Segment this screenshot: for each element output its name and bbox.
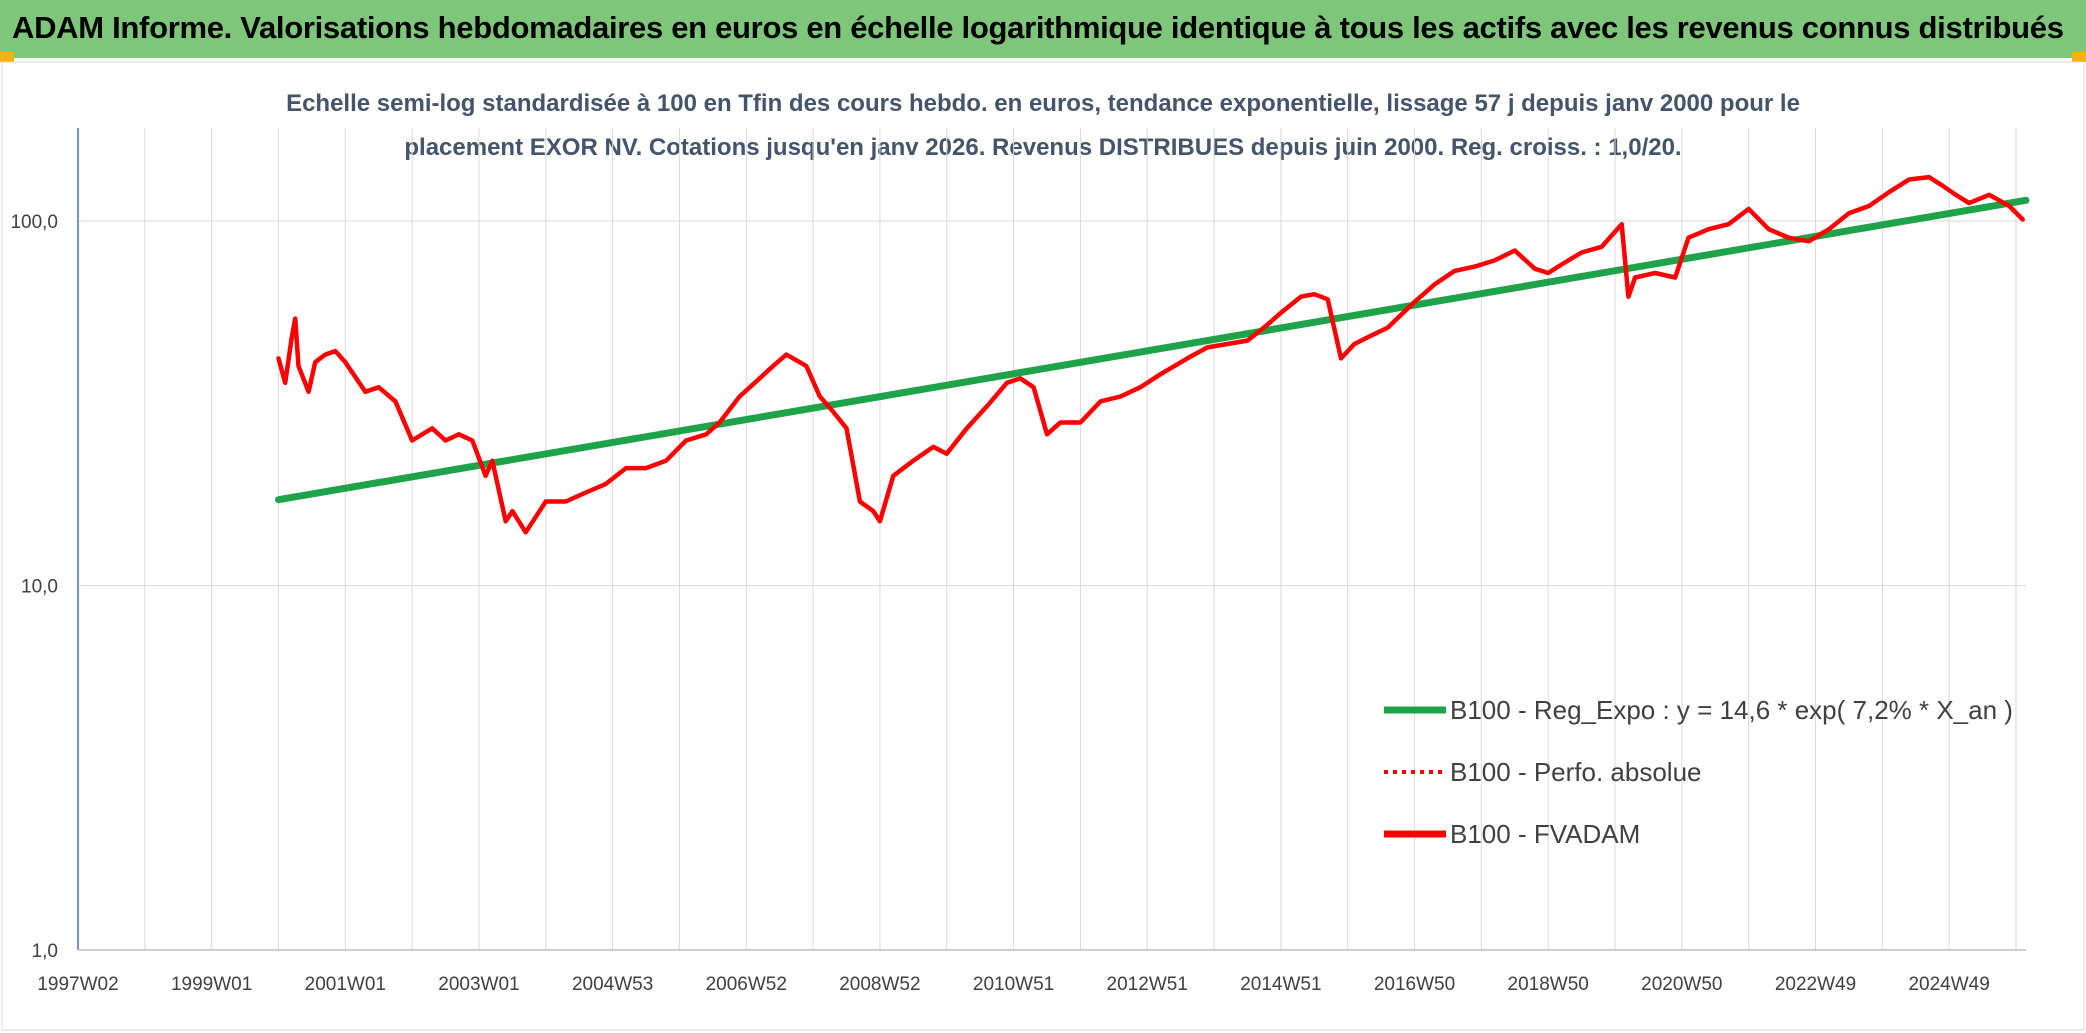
x-axis-labels: 1997W02 1999W01 2001W01 2003W01 2004W53 2006W… — [37, 974, 1989, 995]
x-tick-label: 2001W01 — [305, 974, 386, 995]
axes — [77, 128, 2026, 951]
legend: B100 - Reg_Expo : y = 14,6 * exp( 7,2% *… — [1384, 695, 2013, 849]
x-tick-label: 1999W01 — [171, 974, 252, 995]
x-tick-label: 2008W52 — [839, 974, 920, 995]
series-layer — [275, 174, 2030, 535]
report-title: ADAM Informe. Valorisations hebdomadaire… — [12, 10, 2064, 45]
x-tick-label: 2016W50 — [1374, 974, 1455, 995]
chart-title-line-1: Echelle semi-log standardisée à 100 en T… — [286, 90, 1800, 117]
x-tick-label: 2012W51 — [1107, 974, 1188, 995]
legend-label: B100 - Reg_Expo : y = 14,6 * exp( 7,2% *… — [1450, 695, 2013, 725]
x-tick-label: 2004W53 — [572, 974, 653, 995]
x-tick-label: 2003W01 — [438, 974, 519, 995]
chart-frame — [1, 61, 2085, 1031]
x-tick-label: 2006W52 — [706, 974, 787, 995]
fvadam-line — [276, 174, 2025, 535]
x-tick-label: 2020W50 — [1641, 974, 1722, 995]
x-tick-label: 2018W50 — [1508, 974, 1589, 995]
x-tick-label: 2024W49 — [1908, 974, 1989, 995]
header-banner: ADAM Informe. Valorisations hebdomadaire… — [0, 0, 2086, 58]
corner-marker-left — [0, 52, 14, 62]
y-tick-label: 1,0 — [32, 941, 58, 962]
legend-label: B100 - FVADAM — [1450, 819, 1640, 849]
x-tick-label: 1997W02 — [37, 974, 118, 995]
corner-marker-right — [2072, 52, 2086, 62]
y-tick-label: 100,0 — [10, 212, 58, 233]
horizontal-gridlines — [78, 220, 2026, 951]
y-axis-labels: 1,0 10,0 100,0 — [10, 212, 58, 962]
x-tick-label: 2010W51 — [973, 974, 1054, 995]
legend-label: B100 - Perfo. absolue — [1450, 757, 1702, 787]
x-tick-label: 2022W49 — [1775, 974, 1856, 995]
regression-line — [275, 196, 2030, 504]
x-tick-label: 2014W51 — [1240, 974, 1321, 995]
y-tick-label: 10,0 — [21, 577, 58, 598]
chart-title-line-2: placement EXOR NV. Cotations jusqu'en ja… — [404, 134, 1682, 161]
